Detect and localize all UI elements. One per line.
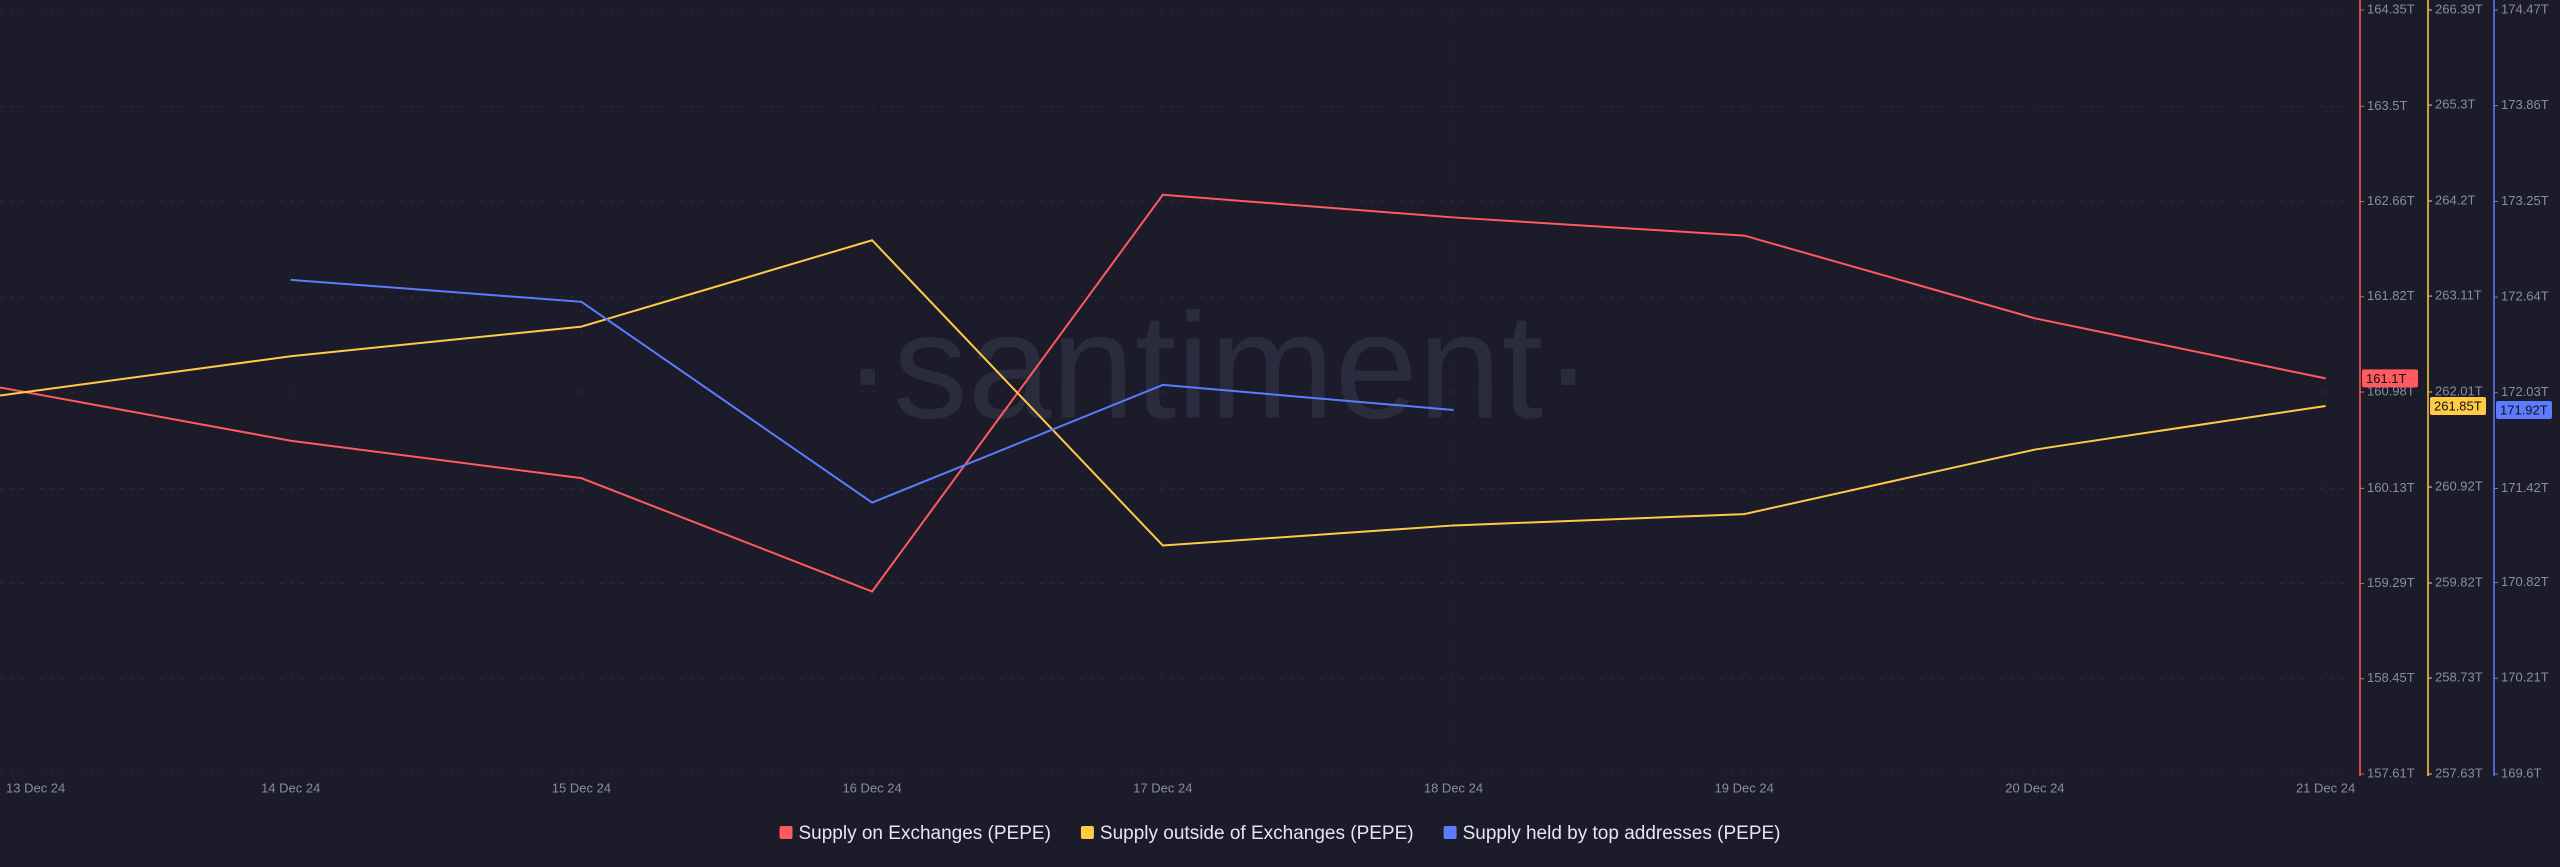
y-tick-label: 262.01T (2435, 383, 2483, 398)
value-label: 171.92T (2500, 402, 2548, 417)
y-tick-label: 161.82T (2367, 288, 2415, 303)
y-tick-label: 257.63T (2435, 765, 2483, 780)
y-tick-label: 172.64T (2501, 289, 2549, 304)
y-tick-label: 173.25T (2501, 193, 2549, 208)
legend-swatch (779, 826, 793, 839)
legend-label: Supply held by top addresses (PEPE) (1463, 823, 1781, 844)
y-tick-label: 170.21T (2501, 670, 2549, 685)
y-tick-label: 170.82T (2501, 574, 2549, 589)
y-tick-label: 173.86T (2501, 97, 2549, 112)
x-tick-label: 13 Dec 24 (6, 780, 65, 795)
x-tick-label: 15 Dec 24 (552, 780, 611, 795)
value-label: 161.1T (2366, 371, 2407, 386)
y-tick-label: 260.92T (2435, 479, 2483, 494)
y-tick-label: 258.73T (2435, 670, 2483, 685)
legend: Supply on Exchanges (PEPE) Supply outside… (779, 823, 1781, 844)
value-badge (2430, 396, 2486, 415)
x-tick-label: 18 Dec 24 (1424, 780, 1483, 795)
legend-label: Supply on Exchanges (PEPE) (798, 823, 1050, 844)
series-line (0, 193, 2326, 593)
legend-swatch (1080, 826, 1094, 839)
y-tick-label: 259.82T (2435, 574, 2483, 589)
y-tick-label: 174.47T (2501, 1, 2549, 16)
y-tick-label: 160.13T (2367, 480, 2415, 495)
y-tick-label: 169.6T (2501, 765, 2542, 780)
y-tick-label: 263.11T (2435, 288, 2482, 303)
y-tick-label: 265.3T (2435, 97, 2476, 112)
series-line (290, 278, 1454, 504)
y-tick-label: 172.03T (2501, 384, 2549, 399)
y-tick-label: 158.45T (2367, 670, 2415, 685)
x-tick-label: 16 Dec 24 (842, 780, 901, 795)
legend-swatch (1443, 826, 1457, 839)
value-badge (2496, 401, 2552, 420)
y-tick-label: 162.66T (2367, 193, 2415, 208)
value-label: 261.85T (2434, 398, 2482, 413)
watermark: ·santiment· (843, 282, 1593, 450)
x-tick-label: 17 Dec 24 (1133, 780, 1192, 795)
value-badge (2362, 369, 2418, 388)
y-tick-label: 264.2T (2435, 192, 2476, 207)
x-tick-label: 20 Dec 24 (2005, 780, 2064, 795)
y-tick-label: 266.39T (2435, 1, 2483, 16)
y-tick-label: 164.35T (2367, 1, 2415, 16)
series-line (0, 239, 2326, 547)
x-tick-label: 19 Dec 24 (1715, 780, 1774, 795)
y-tick-label: 157.61T (2367, 765, 2415, 780)
y-tick-label: 159.29T (2367, 575, 2415, 590)
legend-label: Supply outside of Exchanges (PEPE) (1100, 823, 1414, 844)
x-tick-label: 21 Dec 24 (2296, 780, 2355, 795)
y-tick-label: 171.42T (2501, 480, 2549, 495)
x-tick-label: 14 Dec 24 (261, 780, 320, 795)
y-tick-label: 163.5T (2367, 98, 2408, 113)
